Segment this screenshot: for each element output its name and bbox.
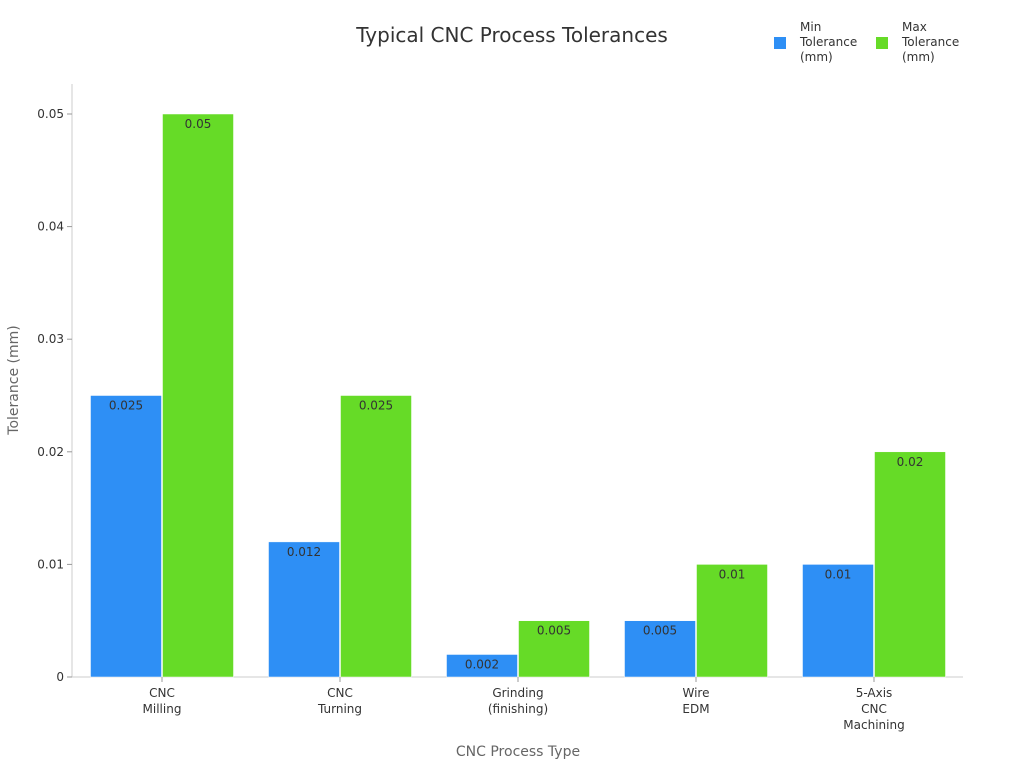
legend-label: Max (902, 20, 927, 34)
x-tick-label: Wire (683, 686, 710, 700)
x-tick-label: EDM (682, 702, 709, 716)
bar (518, 620, 590, 678)
bar (268, 541, 340, 678)
data-label: 0.01 (825, 567, 852, 581)
legend-label: Tolerance (799, 35, 857, 49)
bar (624, 620, 696, 678)
legend-swatch (876, 37, 888, 49)
data-label: 0.02 (897, 455, 924, 469)
x-tick-label: CNC (861, 702, 887, 716)
y-tick-label: 0.04 (37, 220, 64, 234)
data-label: 0.05 (185, 117, 212, 131)
data-label: 0.01 (719, 567, 746, 581)
data-label: 0.002 (465, 657, 499, 671)
bar (162, 113, 234, 678)
x-tick-label: 5-Axis (856, 686, 893, 700)
chart-title: Typical CNC Process Tolerances (355, 23, 668, 47)
data-label: 0.005 (643, 624, 677, 638)
bar (446, 654, 518, 678)
x-tick-label: CNC (149, 686, 175, 700)
data-label: 0.012 (287, 545, 321, 559)
data-label: 0.005 (537, 624, 571, 638)
x-tick-label: Turning (317, 702, 362, 716)
bar (340, 395, 412, 678)
legend-label: Min (800, 20, 821, 34)
bar (90, 395, 162, 678)
data-label: 0.025 (359, 399, 393, 413)
y-axis-label: Tolerance (mm) (6, 325, 22, 435)
y-tick-label: 0.02 (37, 445, 64, 459)
legend-label: Tolerance (901, 35, 959, 49)
x-tick-label: Grinding (492, 686, 543, 700)
y-tick-label: 0.05 (37, 107, 64, 121)
legend-swatch (774, 37, 786, 49)
x-tick-label: (finishing) (488, 702, 548, 716)
y-tick-label: 0 (56, 670, 64, 684)
y-tick-label: 0.03 (37, 332, 64, 346)
x-tick-label: Machining (843, 718, 904, 732)
bar (874, 451, 946, 678)
x-tick-label: CNC (327, 686, 353, 700)
bar (696, 564, 768, 678)
x-tick-label: Milling (143, 702, 182, 716)
y-tick-label: 0.01 (37, 557, 64, 571)
x-axis-label: CNC Process Type (456, 744, 580, 760)
legend-label: (mm) (800, 50, 833, 64)
bar (802, 564, 874, 678)
legend-label: (mm) (902, 50, 935, 64)
data-label: 0.025 (109, 399, 143, 413)
